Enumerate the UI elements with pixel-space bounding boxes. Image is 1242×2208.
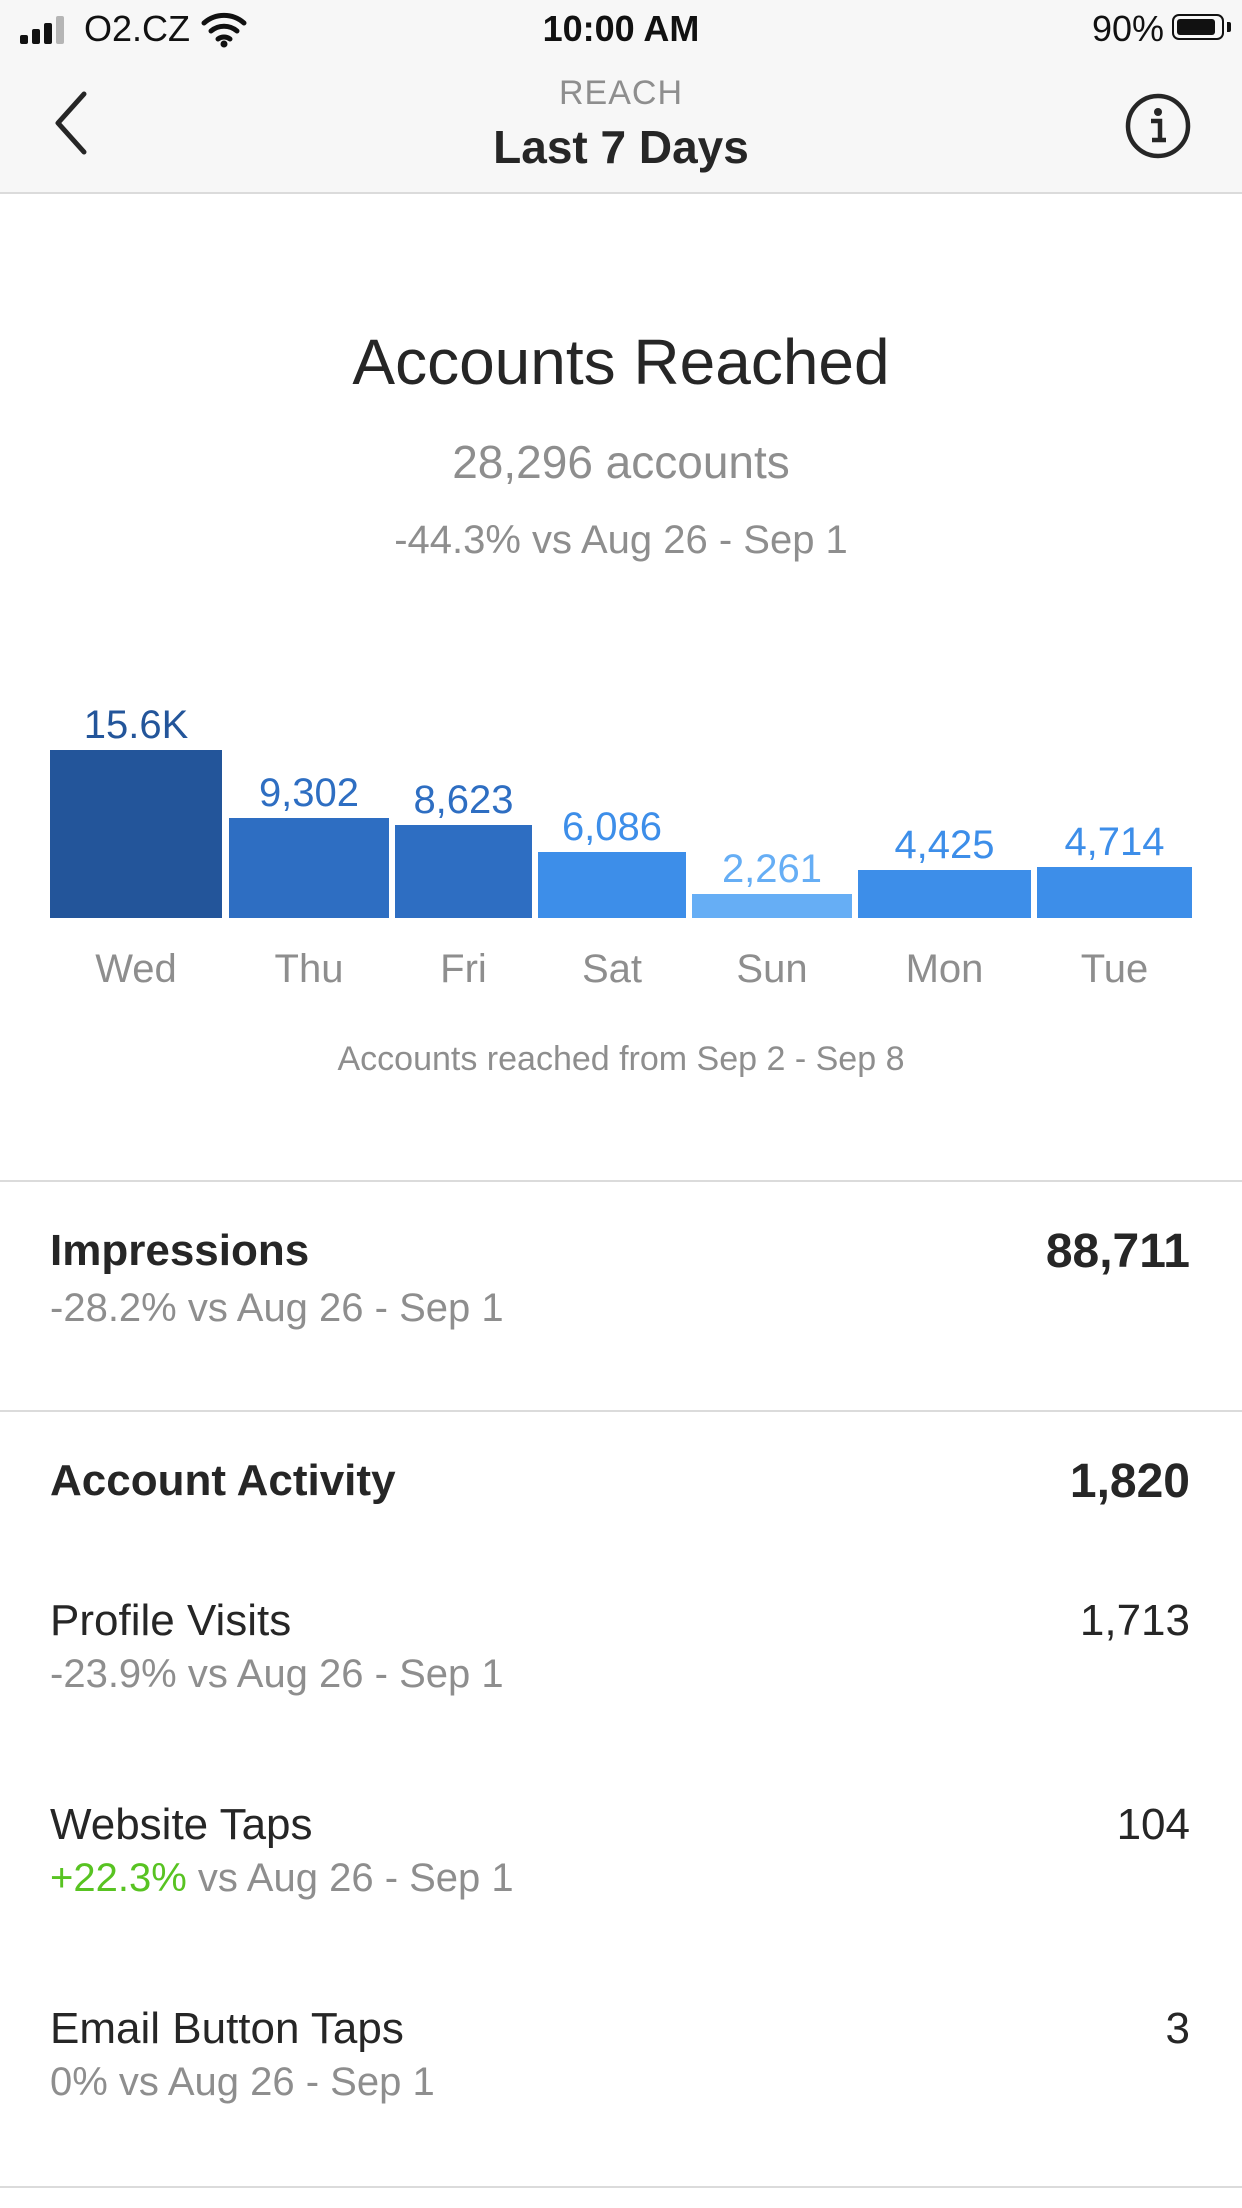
bar-thu[interactable] — [229, 818, 389, 918]
website-taps-comparison-text: vs Aug 26 - Sep 1 — [186, 1856, 514, 1900]
impressions-comparison: -28.2% vs Aug 26 - Sep 1 — [50, 1286, 504, 1330]
bar-value-label: 6,086 — [562, 805, 662, 849]
profile-visits-value: 1,713 — [1079, 1596, 1190, 1645]
battery-level — [1177, 19, 1215, 35]
email-button-taps-label: Email Button Taps — [50, 2004, 404, 2053]
carrier-name: O2.CZ — [84, 8, 191, 49]
profile-visits-label: Profile Visits — [50, 1596, 292, 1645]
battery-tip — [1227, 22, 1231, 32]
navigation-bar: REACH Last 7 Days — [0, 62, 1242, 194]
info-button[interactable] — [1124, 92, 1192, 160]
chart-caption: Accounts reached from Sep 2 - Sep 8 — [337, 1040, 905, 1078]
nav-subtitle: REACH — [558, 74, 684, 112]
impressions-label: Impressions — [50, 1226, 310, 1275]
account-activity-value: 1,820 — [1069, 1455, 1190, 1508]
bar-value-label: 2,261 — [722, 847, 822, 891]
divider — [0, 2186, 1242, 2188]
website-taps-value: 104 — [1116, 1800, 1190, 1849]
bar-tue[interactable] — [1037, 867, 1192, 918]
day-label: Fri — [440, 947, 487, 991]
bar-mon[interactable] — [858, 870, 1031, 918]
reach-bar-chart: 15.6K Wed 9,302 Thu 8,623 Fri 6,086 Sat 2,261 Sun… — [50, 703, 1192, 991]
info-icon — [1125, 93, 1191, 159]
signal-strength-icon — [20, 16, 70, 44]
email-button-taps-comparison: 0% vs Aug 26 - Sep 1 — [50, 2060, 435, 2104]
day-label: Sat — [582, 947, 642, 991]
bar-value-label: 4,425 — [894, 823, 994, 867]
clock: 10:00 AM — [542, 8, 700, 49]
profile-visits-comparison: -23.9% vs Aug 26 - Sep 1 — [50, 1652, 504, 1696]
divider — [0, 1180, 1242, 1182]
bar-wed[interactable] — [50, 750, 222, 918]
nav-title: Last 7 Days — [493, 121, 749, 173]
battery-percentage: 90% — [1091, 8, 1164, 49]
day-label: Tue — [1081, 947, 1148, 991]
status-bar: O2.CZ 10:00 AM 90% — [0, 0, 1242, 62]
bar-fri[interactable] — [395, 825, 532, 918]
chevron-left-icon — [55, 91, 87, 155]
email-button-taps-value: 3 — [1165, 2004, 1190, 2053]
bar-sat[interactable] — [538, 852, 686, 918]
website-taps-label: Website Taps — [50, 1800, 313, 1849]
accounts-reached-comparison: -44.3% vs Aug 26 - Sep 1 — [394, 518, 848, 562]
account-activity-label: Account Activity — [50, 1456, 396, 1505]
battery-icon — [1172, 14, 1224, 40]
day-label: Wed — [95, 947, 177, 991]
accounts-reached-title: Accounts Reached — [352, 326, 890, 398]
divider — [0, 1410, 1242, 1412]
website-taps-comparison: +22.3% vs Aug 26 - Sep 1 — [50, 1856, 514, 1901]
accounts-reached-count: 28,296 accounts — [452, 436, 790, 488]
back-button[interactable] — [48, 88, 98, 158]
bar-value-label: 15.6K — [84, 703, 189, 747]
bar-value-label: 9,302 — [259, 771, 359, 815]
website-taps-change: +22.3% — [50, 1856, 187, 1900]
bar-value-label: 4,714 — [1064, 820, 1164, 864]
day-label: Sun — [736, 947, 807, 991]
day-label: Thu — [275, 947, 344, 991]
bar-value-label: 8,623 — [413, 778, 513, 822]
impressions-value: 88,711 — [1045, 1225, 1190, 1278]
wifi-icon — [201, 12, 247, 48]
day-label: Mon — [906, 947, 984, 991]
bar-sun[interactable] — [692, 894, 852, 918]
